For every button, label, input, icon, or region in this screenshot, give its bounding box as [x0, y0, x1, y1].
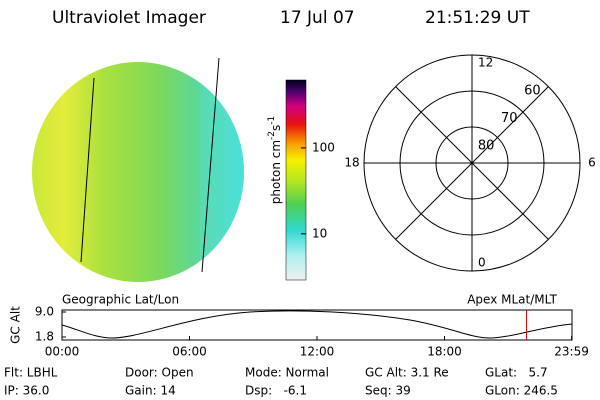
lat-ring [435, 126, 509, 200]
mlt-label: 12 [478, 56, 493, 70]
status-field: Seq: 39 [365, 384, 411, 398]
lat-label: 80 [478, 139, 495, 154]
orbit-frame [61, 309, 573, 341]
lat-label: 70 [501, 111, 518, 126]
x-tick-label: 12:00 [300, 345, 335, 359]
colorbar-tick-label: 10 [312, 226, 327, 240]
status-field: Mode: Normal [245, 366, 329, 380]
label-part: -1 [267, 116, 277, 125]
label-part: photon cm [269, 140, 283, 204]
orbit-left-title: Geographic Lat/Lon [62, 293, 179, 307]
title: Ultraviolet Imager [52, 8, 206, 28]
status-field: Flt: LBHL [4, 366, 58, 380]
earth-disk [32, 62, 244, 282]
time: 21:51:29 UT [425, 8, 530, 28]
orbit-ylabel: GC Alt [9, 306, 23, 344]
mlt-label: 0 [478, 256, 486, 270]
orbit-right-title: Apex MLat/MLT [467, 293, 557, 307]
x-tick-label: 18:00 [427, 345, 462, 359]
status-field: GLon: 246.5 [485, 384, 558, 398]
lat-ring [363, 54, 581, 272]
label-part: s [269, 125, 283, 131]
mlt-label: 6 [588, 156, 596, 170]
mlt-label: 18 [344, 156, 359, 170]
dayside-edge [200, 62, 244, 282]
status-field: GLat: 5.7 [485, 366, 548, 380]
status-field: Door: Open [125, 366, 194, 380]
lat-ring [399, 90, 545, 236]
date: 17 Jul 07 [280, 8, 355, 28]
status-field: Gain: 14 [125, 384, 176, 398]
x-tick-label: 23:59 [554, 345, 589, 359]
y-tick-label: 1.8 [35, 330, 54, 344]
meridian [201, 57, 220, 273]
x-tick-label: 00:00 [45, 345, 80, 359]
x-tick-label: 06:00 [172, 345, 207, 359]
y-tick-label: 9.0 [35, 305, 54, 319]
image [32, 57, 244, 282]
meridian [80, 77, 95, 263]
label-part: -2 [267, 131, 277, 140]
lat-label: 60 [524, 83, 541, 98]
status-field: IP: 36.0 [4, 384, 49, 398]
status-field: Dsp: -6.1 [245, 384, 307, 398]
colorbar-label: photon cm-2s-1 [267, 116, 283, 205]
status-field: GC Alt: 3.1 Re [365, 366, 449, 380]
colorbar [285, 79, 307, 281]
colorbar-tick-label: 100 [312, 140, 335, 154]
orbit-curve [61, 310, 573, 339]
